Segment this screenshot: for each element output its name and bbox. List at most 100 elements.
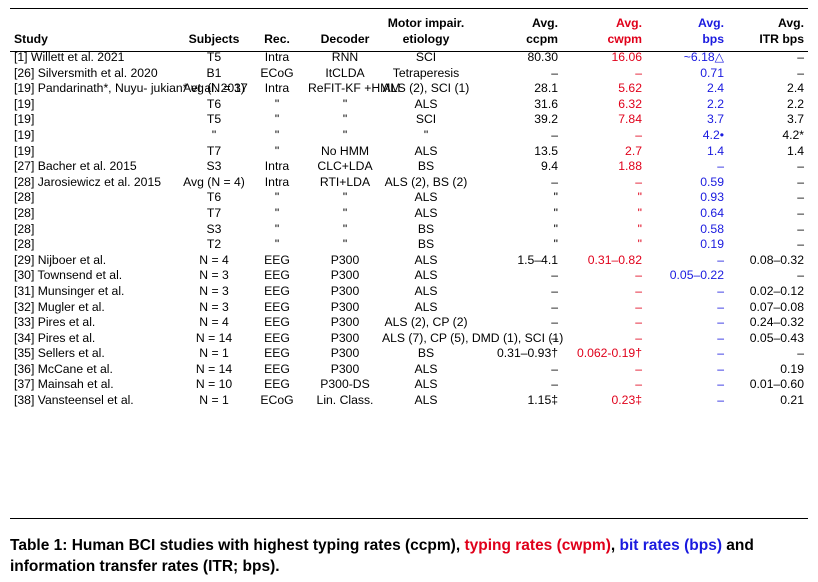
cell-decoder: "	[342, 112, 348, 127]
header-itr: Avg. ITR bps	[724, 11, 804, 50]
table-row: [37] Mainsah et al. N = 10 EEG P300-DS ALS – –…	[14, 377, 804, 393]
caption-suffix: and information transfer rates (ITR; bps…	[10, 537, 754, 575]
header-rec: Rec.	[246, 11, 308, 50]
cell-decoder: "	[342, 96, 348, 111]
table-top-rule	[10, 8, 808, 10]
header-itr-line: Avg.	[778, 16, 804, 30]
cell-bps: 2.4	[707, 81, 724, 96]
cell-itr: 0.02–0.12	[749, 283, 804, 298]
table-row: [32] Mugler et al. N = 3 EEG P300 ALS – – – 0.07…	[14, 300, 804, 316]
cell-subjects: "	[211, 127, 217, 142]
header-cwpm-line: cwpm	[607, 32, 642, 46]
cell-ccpm: –	[551, 361, 558, 376]
cell-cwpm: 2.7	[625, 143, 642, 158]
cell-cwpm: –	[635, 127, 642, 142]
cell-subjects: N = 14	[195, 330, 233, 345]
cell-ccpm: 28.1	[534, 81, 558, 96]
cell-itr: 2.4	[787, 81, 804, 96]
cell-ccpm: –	[551, 299, 558, 314]
cell-bps: 4.2•	[702, 127, 724, 142]
cell-itr: 0.07–0.08	[749, 299, 804, 314]
cell-rec: "	[274, 112, 280, 127]
cell-rec: EEG	[264, 330, 290, 345]
cell-study: [26] Silversmith et al. 2020	[14, 65, 158, 80]
cell-cwpm: –	[635, 299, 642, 314]
cell-ccpm: –	[551, 315, 558, 330]
cell-itr: –	[797, 237, 804, 252]
cell-study: [19] Pandarinath*, Nuyu- jukian* et al. …	[14, 81, 248, 96]
header-ccpm: Avg. ccpm	[470, 11, 558, 50]
cell-cwpm: 16.06	[611, 50, 643, 64]
cell-rec: "	[274, 205, 280, 220]
cell-itr: 3.7	[787, 112, 804, 127]
cell-cwpm: "	[637, 237, 642, 252]
cell-itr: –	[797, 50, 804, 64]
header-subjects-line: Subjects	[188, 32, 240, 46]
cell-decoder: No HMM	[320, 143, 370, 158]
cell-study: [19]	[14, 112, 35, 127]
cell-bps: –	[717, 393, 724, 408]
cell-cwpm: 0.062-0.19†	[576, 346, 642, 361]
header-itr-line: ITR bps	[759, 32, 804, 46]
cell-study: [28]	[14, 190, 35, 205]
cell-etiology: SCI	[415, 50, 437, 64]
cell-subjects: Avg (N = 4)	[183, 174, 245, 189]
cell-cwpm: –	[635, 315, 642, 330]
cell-ccpm: "	[553, 190, 558, 205]
cell-subjects: S3	[206, 159, 222, 174]
cell-rec: "	[274, 127, 280, 142]
cell-rec: EEG	[264, 268, 290, 283]
cell-decoder: P300-DS	[320, 377, 370, 392]
bci-studies-table: Study Subjects Rec. Decoder Motor impair. eti…	[14, 11, 804, 409]
table-header-row: Study Subjects Rec. Decoder Motor impair. eti…	[14, 11, 804, 50]
cell-ccpm: –	[551, 268, 558, 283]
cell-study: [28]	[14, 237, 35, 252]
header-etiology: Motor impair. etiology	[382, 11, 470, 50]
table-row: [36] McCane et al. N = 14 EEG P300 ALS – – – 0.1…	[14, 362, 804, 378]
cell-itr: 4.2*	[782, 127, 804, 142]
table-header-rule	[10, 51, 808, 52]
cell-bps: –	[717, 252, 724, 267]
table-row: [35] Sellers et al. N = 1 EEG P300 BS 0.31–0.…	[14, 346, 804, 362]
cell-decoder: P300	[330, 283, 360, 298]
cell-etiology: ALS	[414, 393, 438, 408]
cell-bps: –	[717, 346, 724, 361]
cell-etiology: ALS (2), SCI (1)	[382, 81, 470, 96]
cell-etiology: ALS	[414, 361, 438, 376]
cell-itr: –	[797, 221, 804, 236]
table-row: [19] T7 " No HMM ALS 13.5 2.7 1.4 1.4	[14, 144, 804, 160]
header-etiology-line: etiology	[402, 32, 450, 46]
header-study-line: Study	[14, 32, 48, 46]
table-row: [19] T5 " " SCI 39.2 7.84 3.7 3.7	[14, 112, 804, 128]
table-row: [27] Bacher et al. 2015 S3 Intra CLC+LDA BS 9…	[14, 159, 804, 175]
cell-ccpm: –	[551, 377, 558, 392]
cell-ccpm: "	[553, 237, 558, 252]
cell-itr: –	[797, 65, 804, 80]
cell-bps: 2.2	[707, 96, 724, 111]
cell-itr: –	[797, 268, 804, 283]
cell-bps: 0.64	[700, 205, 724, 220]
caption-bps: bit rates (bps)	[619, 537, 722, 554]
cell-rec: "	[274, 221, 280, 236]
caption-separator: ,	[610, 537, 620, 554]
cell-itr: 0.19	[780, 361, 804, 376]
cell-etiology: BS	[417, 237, 435, 252]
cell-study: [32] Mugler et al.	[14, 299, 105, 314]
cell-bps: –	[717, 330, 724, 345]
cell-ccpm: –	[551, 330, 558, 345]
cell-cwpm: –	[635, 330, 642, 345]
cell-decoder: Lin. Class.	[316, 393, 374, 408]
cell-subjects: T2	[206, 237, 222, 252]
cell-cwpm: 6.32	[618, 96, 642, 111]
cell-rec: EEG	[264, 346, 290, 361]
cell-itr: 0.01–0.60	[749, 377, 804, 392]
cell-subjects: N = 1	[199, 346, 229, 361]
header-decoder-line: Decoder	[320, 32, 370, 46]
cell-subjects: N = 3	[199, 299, 229, 314]
cell-ccpm: "	[553, 205, 558, 220]
cell-etiology: ALS	[414, 190, 438, 205]
cell-cwpm: 7.84	[618, 112, 642, 127]
cell-study: [27] Bacher et al. 2015	[14, 159, 137, 174]
cell-rec: EEG	[264, 283, 290, 298]
